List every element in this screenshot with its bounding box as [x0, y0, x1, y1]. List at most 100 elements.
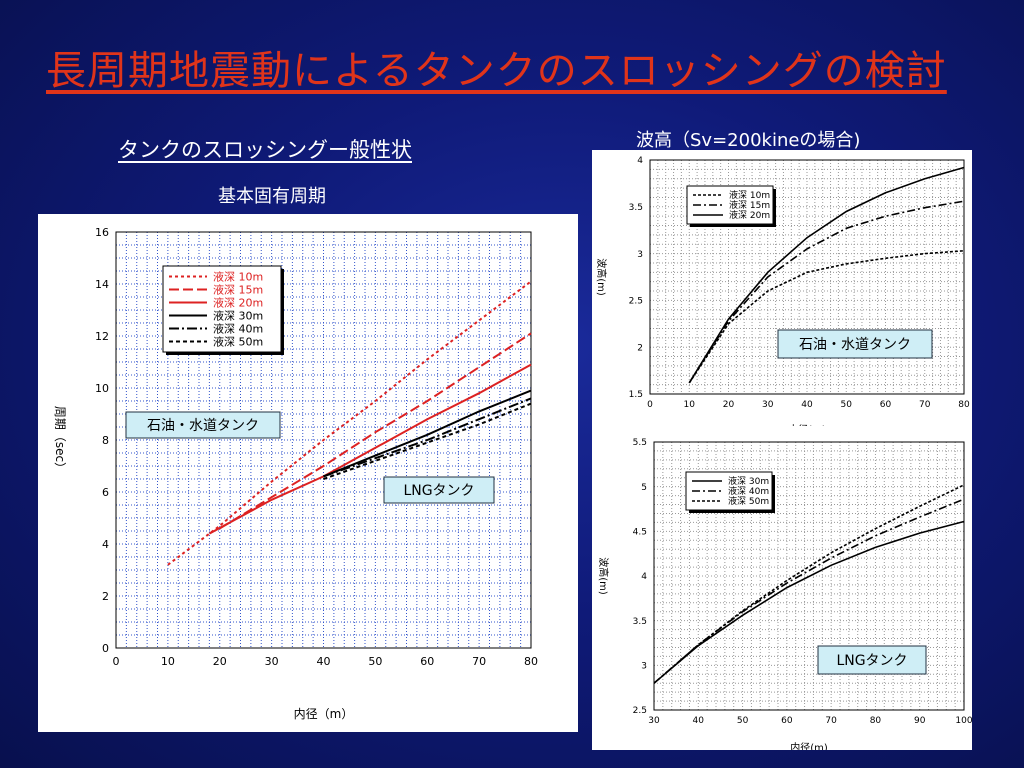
legend-box	[686, 185, 774, 225]
y-tick-label: 10	[95, 382, 109, 395]
y-tick-label: 3	[637, 250, 643, 260]
x-tick-label: 0	[113, 655, 120, 668]
annotation-box	[125, 411, 281, 439]
period-chart-panel: 0 10 20 30 40 50 60 70 80 0 2 4 6 8 10 12 14 16 内径（m） 周期（se…	[38, 214, 578, 732]
x-tick-label: 90	[914, 716, 926, 726]
legend-label: 液深 10m	[729, 189, 770, 201]
legend-label: 液深 20m	[729, 209, 770, 221]
legend-label: 液深 40m	[213, 321, 263, 335]
x-tick-label: 80	[958, 400, 970, 410]
y-tick-label: 1.5	[629, 390, 643, 400]
x-tick-label: 100	[955, 716, 972, 726]
legend-label: 液深 20m	[213, 295, 263, 309]
x-tick-label: 40	[317, 655, 331, 668]
x-tick-label: 50	[368, 655, 382, 668]
series-line	[688, 250, 965, 384]
chart-annotation: LNGタンク	[383, 476, 495, 504]
wave-height-chart-lng-panel: 30 40 50 60 70 80 90 100 2.5 3 3.5 4 4.5 5 5.5 内径(m) 波高(…	[592, 426, 973, 754]
x-tick-label: 40	[801, 400, 813, 410]
y-tick-label: 3.5	[629, 203, 643, 213]
legend-label: 液深 10m	[213, 269, 263, 283]
x-tick-label: 60	[880, 400, 892, 410]
y-tick-label: 4.5	[633, 527, 647, 537]
period-chart: 0 10 20 30 40 50 60 70 80 0 2 4 6 8 10 12 14 16 内径（m） 周期（se…	[53, 226, 538, 721]
y-tick-label: 16	[95, 226, 109, 239]
y-tick-label: 2	[637, 343, 643, 353]
x-tick-label: 40	[693, 716, 705, 726]
series-line	[167, 280, 532, 566]
y-tick-label: 2.5	[629, 297, 643, 307]
y-tick-label: 2.5	[633, 706, 647, 716]
y-tick-label: 4	[637, 156, 643, 166]
x-tick-label: 80	[870, 716, 882, 726]
y-axis-label: 波高(m)	[597, 557, 610, 595]
x-tick-label: 10	[684, 400, 696, 410]
legend-label: 液深 50m	[213, 334, 263, 348]
x-axis-label: 内径(m)	[790, 741, 828, 750]
annotation-box	[817, 645, 927, 675]
x-tick-label: 60	[420, 655, 434, 668]
y-tick-label: 12	[95, 330, 109, 343]
annotation-box	[383, 476, 495, 504]
plot-frame	[649, 159, 965, 395]
x-tick-label: 20	[723, 400, 735, 410]
series-line	[323, 389, 532, 478]
chart-annotation: 石油・水道タンク	[125, 411, 281, 439]
annotation-label: 石油・水道タンク	[799, 337, 911, 353]
legend-label: 液深 15m	[729, 199, 770, 211]
plot-frame	[115, 231, 532, 649]
series-line	[323, 402, 532, 480]
legend-label: 液深 30m	[728, 475, 769, 487]
section-title: タンクのスロッシングー般性状	[118, 138, 412, 162]
y-tick-label: 2	[102, 590, 109, 603]
series-line	[653, 484, 965, 684]
series-line	[219, 332, 532, 530]
annotation-label: LNGタンク	[403, 483, 474, 499]
slide-title: 長周期地震動によるタンクのスロッシングの検討	[46, 48, 947, 94]
wave-height-chart-oil: 010203040506070801.522.533.54内径(m)波高(m)液…	[595, 156, 970, 436]
y-tick-label: 5.5	[633, 438, 647, 448]
plot-frame	[653, 441, 965, 711]
x-tick-label: 80	[524, 655, 538, 668]
x-tick-label: 20	[213, 655, 227, 668]
x-tick-label: 50	[737, 716, 749, 726]
x-tick-label: 10	[161, 655, 175, 668]
series-line	[208, 363, 532, 535]
legend-label: 液深 40m	[728, 485, 769, 497]
wave-height-chart-oil-panel: 010203040506070801.522.533.54内径(m)波高(m)液…	[592, 150, 972, 436]
x-tick-label: 0	[647, 400, 653, 410]
x-tick-label: 70	[919, 400, 931, 410]
y-axis-label: 周期（sec）	[53, 406, 67, 474]
legend-box	[685, 471, 773, 511]
x-tick-label: 30	[762, 400, 774, 410]
legend-label: 液深 15m	[213, 282, 263, 296]
series-line	[653, 520, 965, 684]
wave-height-chart-lng: 30 40 50 60 70 80 90 100 2.5 3 3.5 4 4.5 5 5.5 内径(m) 波高(…	[597, 438, 973, 754]
y-tick-label: 14	[95, 278, 109, 291]
x-tick-label: 50	[841, 400, 853, 410]
y-tick-label: 3	[641, 661, 647, 671]
legend-label: 液深 30m	[213, 308, 263, 322]
chart-heading-period: 基本固有周期	[218, 186, 326, 207]
annotation-label: LNGタンク	[836, 653, 907, 669]
y-tick-label: 4	[102, 538, 109, 551]
x-axis-label: 内径（m）	[294, 707, 354, 721]
series-line	[688, 200, 965, 384]
y-tick-label: 8	[102, 434, 109, 447]
y-tick-label: 0	[102, 642, 109, 655]
annotation-box	[777, 329, 933, 359]
y-axis-label: 波高(m)	[595, 258, 608, 296]
x-tick-label: 60	[781, 716, 793, 726]
series-line	[688, 166, 965, 384]
series-line	[323, 397, 532, 478]
x-tick-label: 30	[265, 655, 279, 668]
chart-annotation: 石油・水道タンク	[777, 329, 933, 359]
y-tick-label: 6	[102, 486, 109, 499]
x-tick-label: 70	[472, 655, 486, 668]
x-tick-label: 30	[648, 716, 660, 726]
legend-label: 液深 50m	[728, 495, 769, 507]
legend-box	[162, 265, 282, 353]
y-tick-label: 4	[641, 572, 647, 582]
y-tick-label: 3.5	[633, 617, 647, 627]
annotation-label: 石油・水道タンク	[147, 418, 259, 434]
